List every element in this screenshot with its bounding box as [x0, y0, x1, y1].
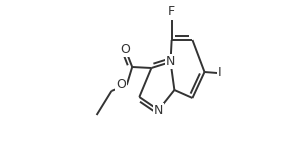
- Text: O: O: [116, 79, 126, 91]
- Text: I: I: [218, 66, 221, 80]
- Text: N: N: [154, 104, 163, 117]
- Text: N: N: [166, 56, 175, 68]
- Text: O: O: [120, 43, 130, 56]
- Text: F: F: [168, 5, 175, 18]
